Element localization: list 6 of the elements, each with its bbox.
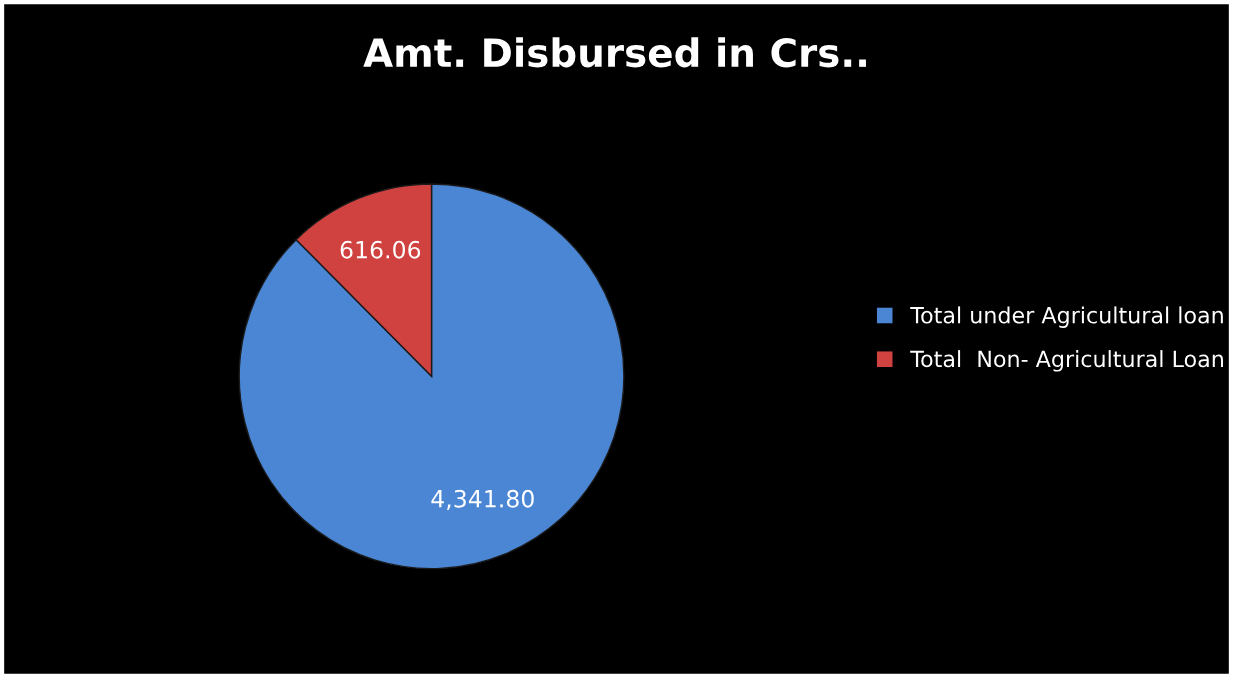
- legend-label: Total Non- Agricultural Loan: [910, 350, 1223, 372]
- data-label: 616.06: [340, 240, 421, 259]
- chart-title: Amt. Disbursed in Crs..: [363, 37, 866, 68]
- pie-slice: [238, 183, 625, 570]
- data-label: 4,341.80: [431, 489, 534, 511]
- legend-label: Total under Agricultural loan: [910, 306, 1223, 328]
